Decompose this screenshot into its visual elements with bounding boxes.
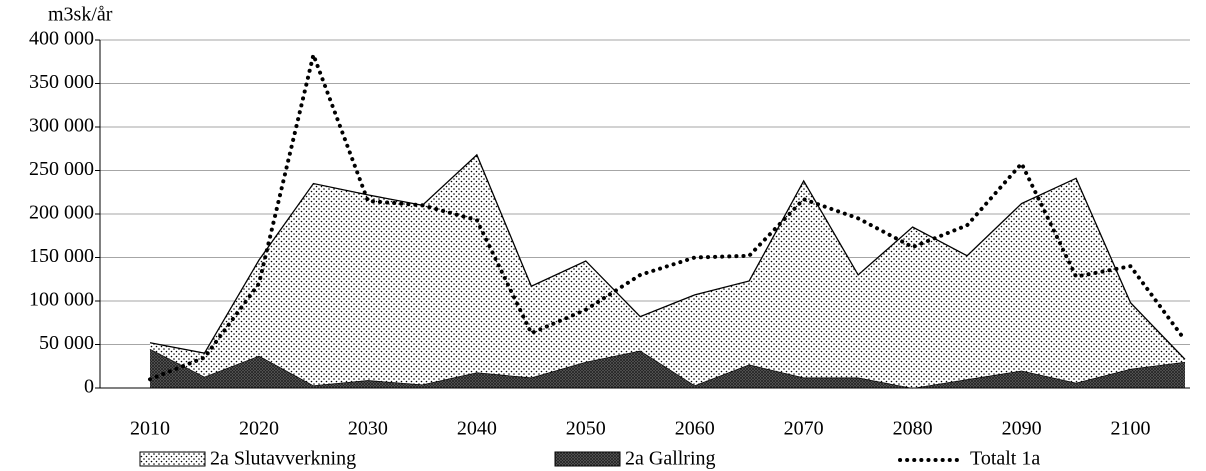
y-tick-label: 200 000 [29, 202, 94, 224]
x-tick-label: 2090 [1002, 418, 1042, 440]
y-axis-unit: m3sk/år [48, 4, 113, 26]
area [150, 154, 1185, 388]
y-tick-label: 400 000 [29, 28, 94, 50]
line [148, 47, 1187, 382]
y-tick-label: 50 000 [39, 332, 94, 354]
area-outline [149, 153, 1186, 360]
x-tick-label: 2080 [893, 418, 933, 440]
x-tick-label: 2040 [457, 418, 497, 440]
legend-label: 2a Gallring [625, 448, 716, 470]
legend-swatch [139, 451, 206, 467]
x-tick-label: 2070 [784, 418, 824, 440]
y-tick-label: 0 [84, 376, 94, 398]
y-tick-label: 300 000 [29, 115, 94, 137]
x-tick-label: 2050 [566, 418, 606, 440]
y-tick-label: 250 000 [29, 158, 94, 180]
y-tick-label: 150 000 [29, 245, 94, 267]
legend-label: Totalt 1a [970, 448, 1040, 470]
legend-label: 2a Slutavverkning [210, 448, 356, 470]
x-tick-label: 2100 [1111, 418, 1151, 440]
legend-swatch [554, 451, 621, 467]
x-tick-label: 2060 [675, 418, 715, 440]
x-tick-label: 2020 [239, 418, 279, 440]
y-tick-label: 350 000 [29, 71, 94, 93]
y-tick-label: 100 000 [29, 289, 94, 311]
x-tick-label: 2010 [130, 418, 170, 440]
x-tick-label: 2030 [348, 418, 388, 440]
